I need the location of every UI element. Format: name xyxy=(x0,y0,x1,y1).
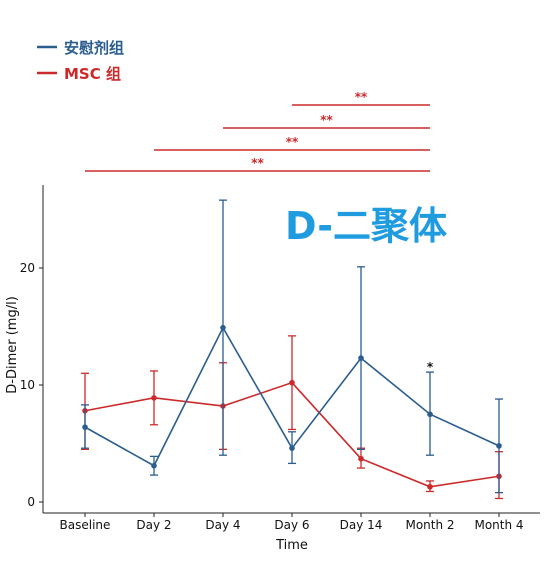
data-point-placebo xyxy=(358,355,364,361)
annotations: * xyxy=(427,360,434,374)
legend-label-msc: MSC 组 xyxy=(64,65,121,83)
data-point-msc xyxy=(358,455,364,462)
significance-label: ** xyxy=(320,113,333,127)
x-tick-label: Day 6 xyxy=(274,518,309,532)
y-tick-label: 20 xyxy=(20,261,35,275)
legend-label-placebo: 安慰剂组 xyxy=(64,39,124,57)
x-tick-label: Day 2 xyxy=(136,518,171,532)
y-axis-title: D-Dimer (mg/l) xyxy=(5,296,20,394)
significance-label: ** xyxy=(251,156,264,170)
x-tick-label: Day 4 xyxy=(205,518,240,532)
x-tick-label: Month 4 xyxy=(474,518,523,532)
y-tick-label: 10 xyxy=(20,378,35,392)
data-point-placebo xyxy=(82,424,88,430)
x-tick-label: Day 14 xyxy=(340,518,383,532)
significance-label: ** xyxy=(355,90,368,104)
data-point-msc xyxy=(427,483,433,490)
data-point-msc xyxy=(289,379,295,386)
data-point-placebo xyxy=(220,324,226,331)
data-point-placebo xyxy=(151,462,157,469)
x-tick-label: Baseline xyxy=(60,518,111,532)
significance-brackets: ** ** ** ** xyxy=(85,90,430,172)
series-placebo xyxy=(81,199,503,494)
legend: 安慰剂组 MSC 组 xyxy=(37,39,124,83)
point-annotation: * xyxy=(427,360,434,374)
data-point-placebo xyxy=(289,445,295,451)
y-tick-label: 0 xyxy=(27,495,35,509)
overlay-title: D-二聚体 xyxy=(285,204,447,248)
x-axis-title: Time xyxy=(275,538,308,553)
data-point-placebo xyxy=(427,411,433,418)
data-point-msc xyxy=(151,395,157,401)
data-point-placebo xyxy=(496,443,502,449)
series-msc xyxy=(81,335,503,500)
series-layer xyxy=(81,199,503,500)
significance-label: ** xyxy=(286,135,299,149)
x-tick-label: Month 2 xyxy=(405,518,454,532)
axis-ticks: 0 10 20 Baseline Day 2 Day 4 Day 6 Day 14 Month … xyxy=(20,261,524,532)
